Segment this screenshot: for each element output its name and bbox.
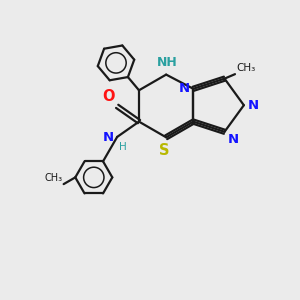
Text: CH₃: CH₃ [44, 173, 62, 183]
Text: N: N [178, 82, 190, 95]
Text: NH: NH [157, 56, 178, 69]
Text: N: N [248, 99, 259, 112]
Text: N: N [103, 131, 114, 144]
Text: CH₃: CH₃ [236, 63, 256, 73]
Text: N: N [227, 133, 239, 146]
Text: H: H [119, 142, 126, 152]
Text: O: O [102, 89, 115, 104]
Text: S: S [159, 143, 170, 158]
